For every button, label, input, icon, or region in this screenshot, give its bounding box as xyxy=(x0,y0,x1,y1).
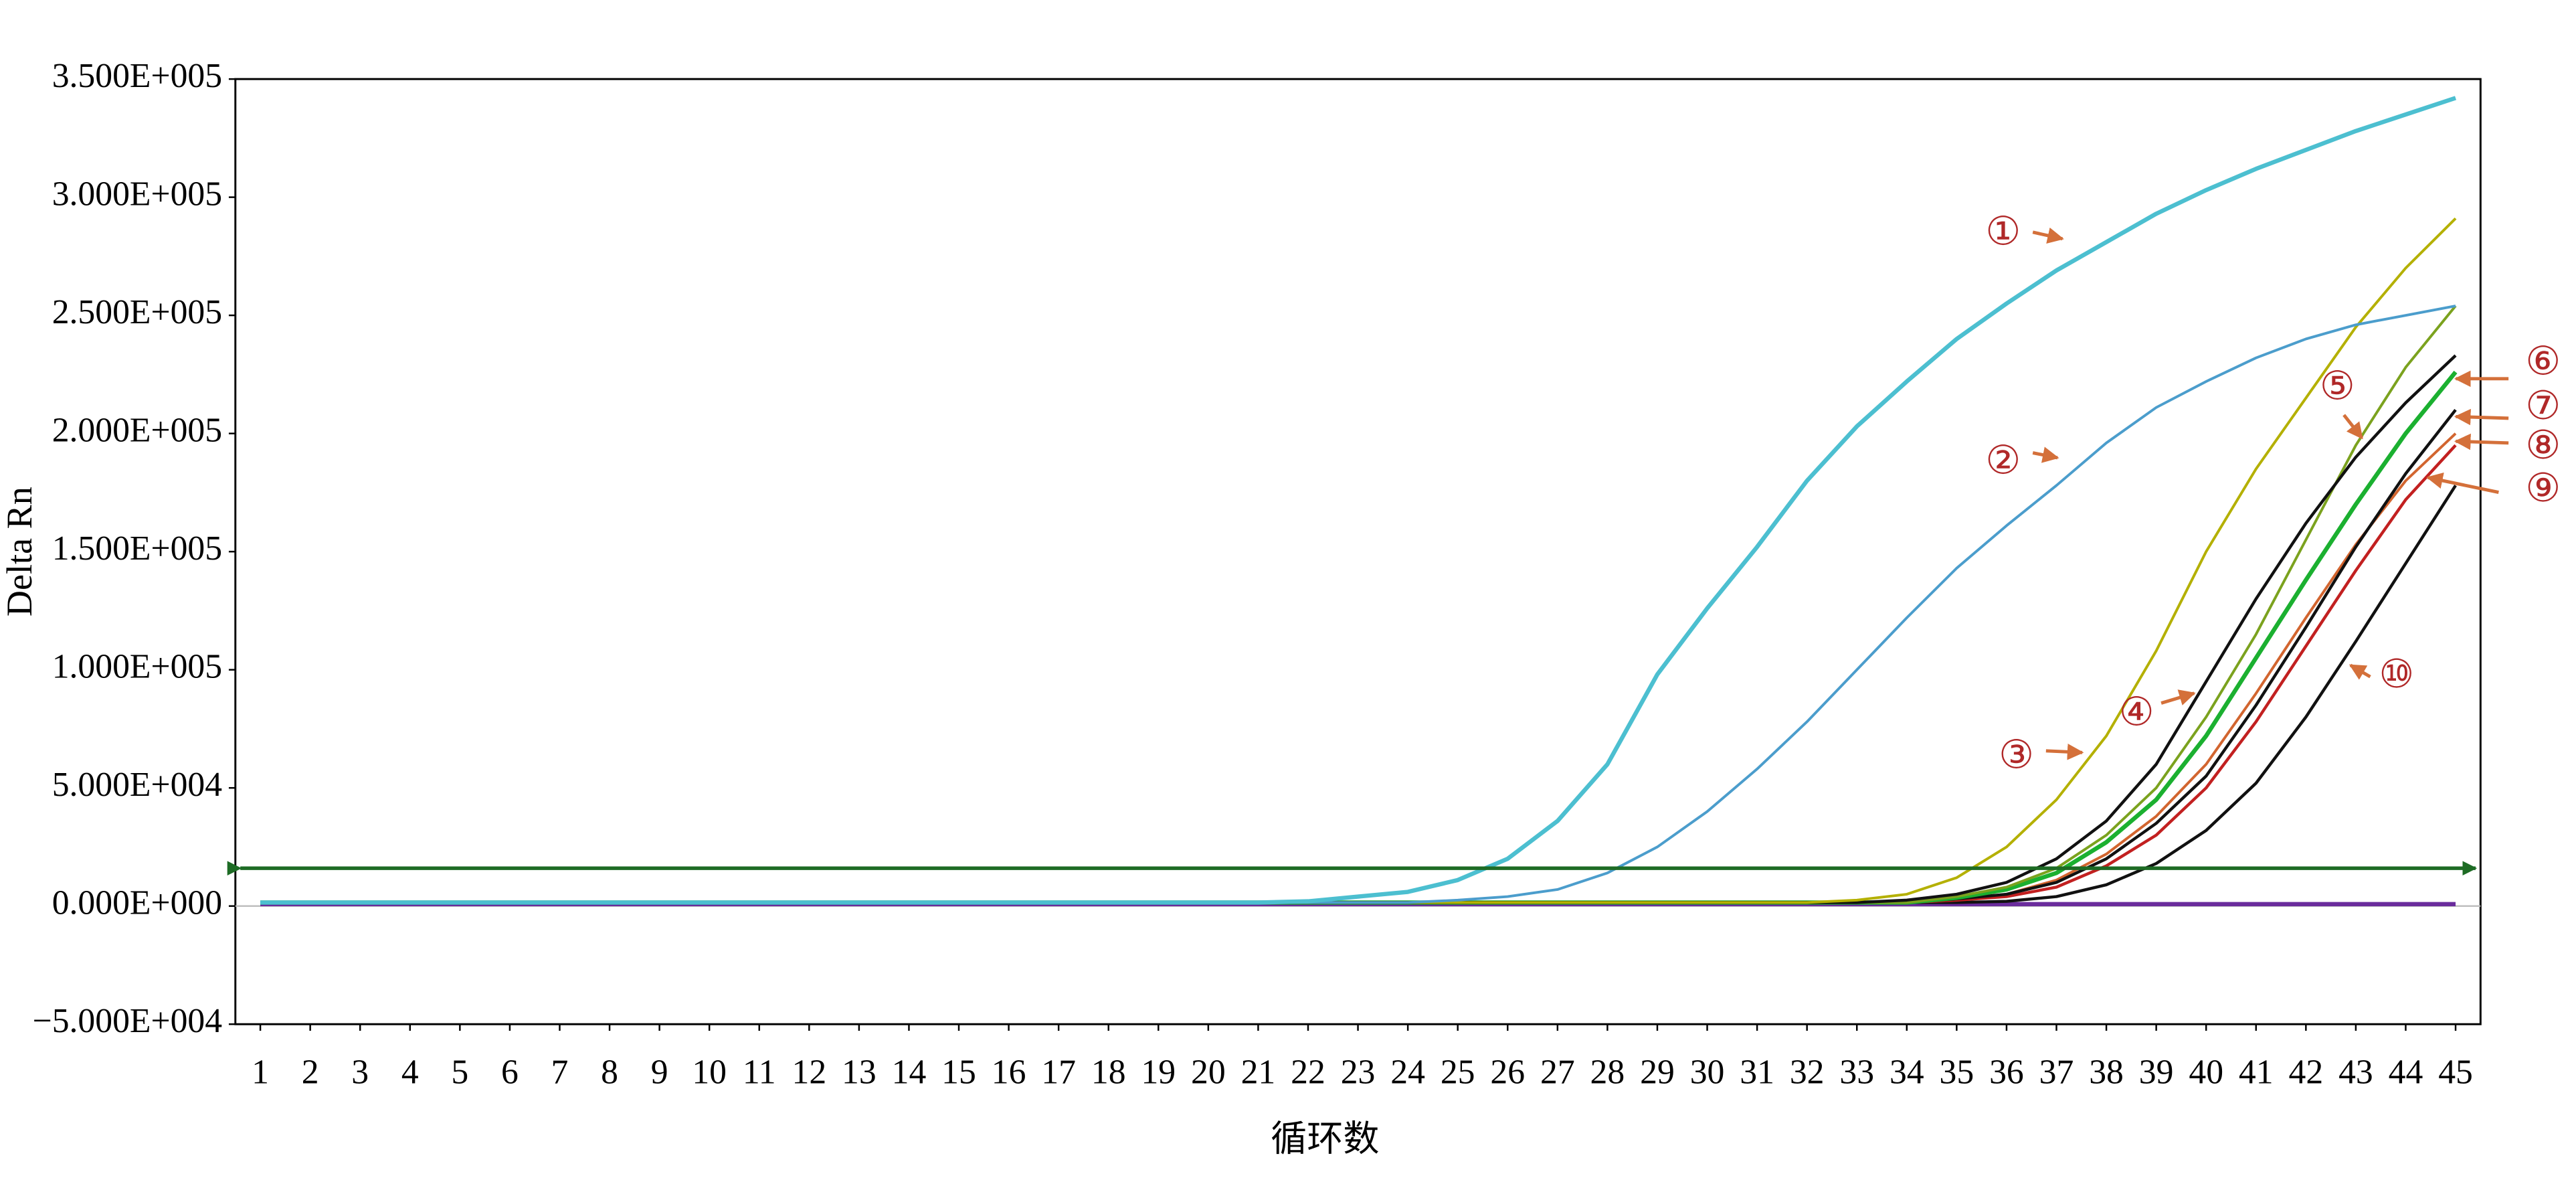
label-arrow xyxy=(2032,446,2059,463)
x-tick-label: 3 xyxy=(351,1053,369,1091)
x-tick-label: 4 xyxy=(401,1053,419,1091)
x-tick-label: 30 xyxy=(1690,1053,1725,1091)
label-arrow xyxy=(2454,408,2509,426)
x-tick-label: 37 xyxy=(2039,1053,2074,1091)
x-tick-label: 29 xyxy=(1640,1053,1675,1091)
label-arrow xyxy=(2045,743,2084,760)
x-tick-label: 20 xyxy=(1191,1053,1226,1091)
x-axis-title: 循环数 xyxy=(1271,1119,1379,1159)
x-tick-label: 42 xyxy=(2289,1053,2324,1091)
x-tick-label: 8 xyxy=(601,1053,618,1091)
y-tick-label: 0.000E+000 xyxy=(52,884,222,922)
x-tick-label: 39 xyxy=(2139,1053,2174,1091)
curve-label: ⑥ xyxy=(2525,339,2561,384)
curve xyxy=(260,305,2457,904)
x-tick-label: 12 xyxy=(792,1053,826,1091)
curve-label: ③ xyxy=(1999,733,2034,777)
x-tick-label: 18 xyxy=(1091,1053,1126,1091)
y-tick-label: 3.500E+005 xyxy=(52,57,222,95)
x-tick-label: 1 xyxy=(252,1053,269,1091)
x-tick-label: 28 xyxy=(1590,1053,1625,1091)
x-tick-label: 23 xyxy=(1341,1053,1376,1091)
x-tick-label: 13 xyxy=(842,1053,877,1091)
x-tick-label: 34 xyxy=(1890,1053,1924,1091)
curve xyxy=(260,370,2458,905)
x-tick-label: 26 xyxy=(1490,1053,1525,1091)
curve-label: ② xyxy=(1985,438,2021,482)
curve xyxy=(260,444,2457,904)
x-tick-label: 45 xyxy=(2438,1053,2473,1091)
x-tick-label: 9 xyxy=(651,1053,668,1091)
label-arrow xyxy=(2342,414,2364,440)
x-tick-label: 38 xyxy=(2089,1053,2124,1091)
label-arrow xyxy=(2426,472,2499,495)
x-tick-label: 16 xyxy=(992,1053,1026,1091)
x-tick-label: 24 xyxy=(1390,1053,1425,1091)
x-tick-label: 32 xyxy=(1790,1053,1825,1091)
curve-label: ⑤ xyxy=(2320,364,2355,408)
curve xyxy=(260,432,2457,904)
x-tick-label: 22 xyxy=(1291,1053,1325,1091)
curve xyxy=(260,354,2457,904)
label-arrow xyxy=(2160,689,2196,705)
curve-label: ④ xyxy=(2119,690,2154,734)
x-tick-label: 17 xyxy=(1041,1053,1076,1091)
curve-label: ① xyxy=(1985,209,2021,253)
y-tick-label: 1.000E+005 xyxy=(52,648,222,686)
curve xyxy=(260,305,2456,904)
x-tick-label: 35 xyxy=(1940,1053,1974,1091)
label-arrow xyxy=(2032,227,2064,244)
y-tick-label: 5.000E+004 xyxy=(52,766,223,804)
x-tick-label: 43 xyxy=(2338,1053,2373,1091)
x-tick-label: 21 xyxy=(1241,1053,1276,1091)
curve-label: ⑩ xyxy=(2379,652,2414,696)
x-tick-label: 25 xyxy=(1441,1053,1475,1091)
x-tick-label: 2 xyxy=(302,1053,319,1091)
x-tick-label: 15 xyxy=(941,1053,976,1091)
curve xyxy=(260,408,2457,904)
label-arrow xyxy=(2349,663,2371,680)
label-arrow xyxy=(2454,433,2509,450)
x-tick-label: 11 xyxy=(743,1053,776,1091)
x-tick-label: 7 xyxy=(551,1053,569,1091)
curve-label: ⑨ xyxy=(2525,466,2561,510)
y-tick-label: 3.000E+005 xyxy=(52,175,222,213)
x-tick-label: 41 xyxy=(2239,1053,2274,1091)
x-tick-label: 6 xyxy=(501,1053,519,1091)
x-tick-label: 10 xyxy=(692,1053,727,1091)
x-tick-label: 33 xyxy=(1839,1053,1874,1091)
x-tick-label: 40 xyxy=(2189,1053,2223,1091)
x-tick-label: 27 xyxy=(1540,1053,1575,1091)
x-tick-label: 31 xyxy=(1740,1053,1774,1091)
y-tick-label: 2.500E+005 xyxy=(52,293,222,331)
x-tick-label: 36 xyxy=(1989,1053,2024,1091)
curve-label: ⑦ xyxy=(2525,384,2561,428)
y-tick-label: 2.000E+005 xyxy=(52,412,222,450)
x-tick-label: 5 xyxy=(451,1053,468,1091)
y-tick-label: −5.000E+004 xyxy=(33,1002,223,1040)
y-tick-label: 1.500E+005 xyxy=(52,529,222,568)
x-tick-label: 14 xyxy=(892,1053,927,1091)
x-tick-label: 19 xyxy=(1141,1053,1176,1091)
curve-label: ⑧ xyxy=(2525,423,2561,467)
y-axis-title: Delta Rn xyxy=(0,487,39,616)
x-tick-label: 44 xyxy=(2389,1053,2423,1091)
curve xyxy=(260,96,2457,905)
